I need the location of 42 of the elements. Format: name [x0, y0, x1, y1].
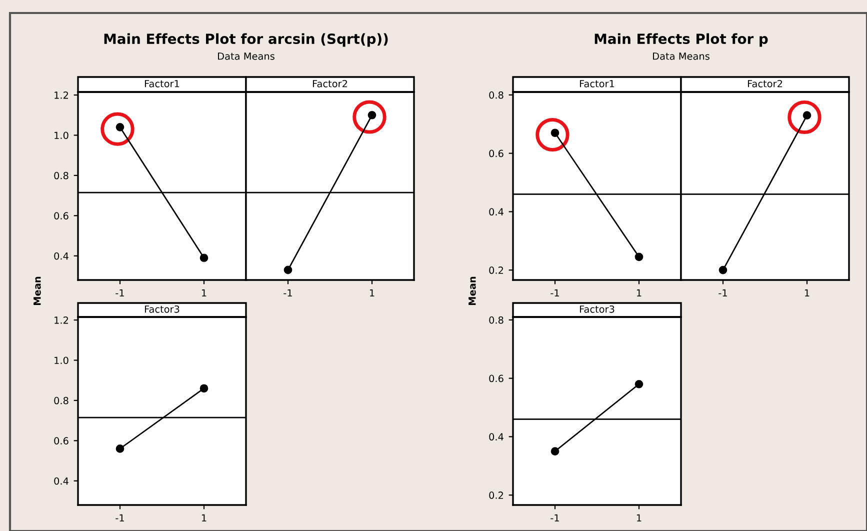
chart-title: Factor3 — [580, 305, 614, 313]
chart-title: Factor2 — [312, 80, 347, 88]
y-tick-label: 0.4 — [54, 252, 68, 260]
y-tick-label: 0.4 — [54, 477, 68, 485]
y-tick-label: 0.6 — [489, 374, 504, 382]
chart-title: Factor3 — [144, 305, 180, 313]
x-tick-label: -1 — [116, 514, 124, 522]
chart-title: Factor1 — [580, 80, 614, 88]
chart-title: Factor1 — [144, 80, 180, 88]
y-tick-label: 1.0 — [54, 132, 68, 140]
y-tick-label: 0.8 — [489, 91, 504, 99]
text: Data Means — [218, 52, 274, 60]
text: Main Effects Plot for arcsin (Sqrt(p)) — [104, 33, 388, 47]
y-tick-label: 1.2 — [54, 316, 68, 324]
y-tick-label: 1.2 — [54, 91, 68, 99]
y-tick-label: 0.8 — [54, 396, 68, 404]
x-tick-label: 1 — [202, 289, 206, 296]
x-tick-label: -1 — [550, 514, 559, 522]
y-tick-label: 0.4 — [489, 208, 504, 216]
x-tick-label: 1 — [636, 514, 642, 522]
y-tick-label: 0.4 — [489, 433, 504, 441]
y-axis-title: Mean — [34, 276, 41, 305]
y-axis-title: Mean — [468, 276, 476, 305]
y-tick-label: 0.2 — [489, 266, 503, 274]
x-tick-label: -1 — [550, 289, 559, 296]
y-tick-label: 0.6 — [54, 437, 68, 444]
x-tick-label: 1 — [804, 289, 810, 296]
x-tick-label: 1 — [370, 289, 374, 296]
x-tick-label: -1 — [284, 289, 292, 296]
y-tick-label: 0.8 — [489, 316, 504, 324]
x-tick-label: 1 — [202, 514, 206, 522]
y-tick-label: 0.6 — [54, 212, 68, 220]
y-tick-label: 0.6 — [489, 150, 504, 158]
y-tick-label: 1.0 — [54, 356, 68, 364]
y-tick-label: 0.8 — [54, 172, 68, 180]
text: Data Means — [653, 52, 710, 60]
x-tick-label: -1 — [718, 289, 727, 296]
text: Main Effects Plot for p — [594, 33, 768, 47]
x-tick-label: 1 — [636, 289, 642, 296]
chart-title: Factor2 — [748, 80, 782, 88]
x-tick-label: -1 — [116, 289, 124, 296]
y-tick-label: 0.2 — [489, 492, 503, 499]
